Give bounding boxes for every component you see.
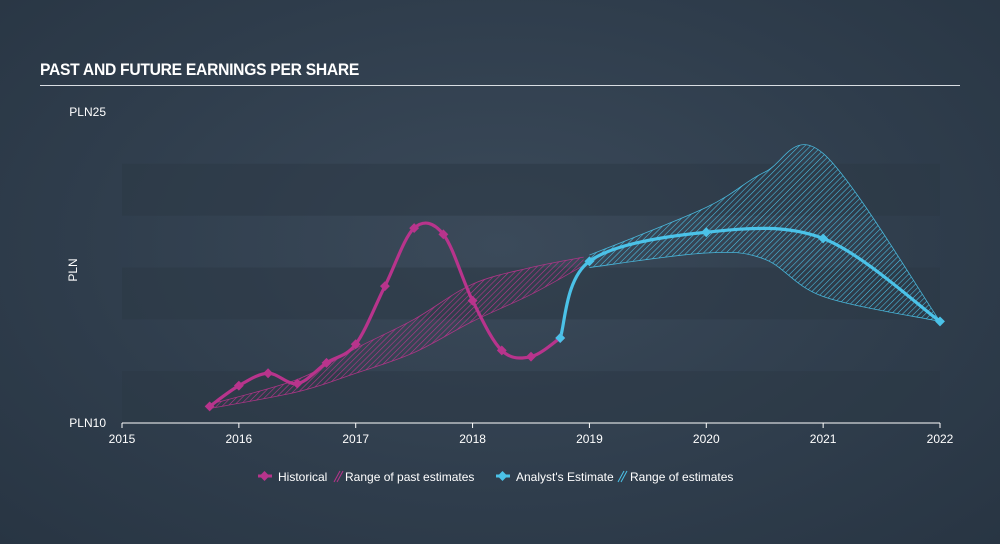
past-range-fill (209, 257, 584, 409)
y-tick-label: PLN10 (69, 416, 106, 430)
estimate-range-lower (589, 251, 941, 322)
x-tick-label: 2016 (226, 432, 253, 446)
y-axis-label: PLN (66, 258, 80, 281)
historical-point[interactable] (379, 281, 390, 292)
legend-historical-marker (259, 471, 270, 481)
estimate-point[interactable] (555, 333, 566, 343)
legend-estimate[interactable]: Analyst's Estimate (496, 470, 614, 484)
chart-title: PAST AND FUTURE EARNINGS PER SHARE (40, 60, 360, 79)
x-tick-label: 2017 (342, 432, 369, 446)
legend-historical-label: Historical (278, 470, 327, 484)
historical-point[interactable] (526, 351, 536, 362)
x-tick-label: 2019 (576, 432, 603, 446)
historical-point[interactable] (409, 223, 420, 234)
legend-estimate-label: Analyst's Estimate (516, 470, 614, 484)
historical-point[interactable] (438, 229, 449, 240)
historical-point[interactable] (263, 368, 274, 379)
legend-past-range-label: Range of past estimates (345, 470, 474, 484)
legend-estimate-range[interactable]: Range of estimates (617, 470, 733, 484)
historical-point[interactable] (350, 339, 361, 350)
x-tick-label: 2022 (927, 432, 954, 446)
y-tick-label: PLN25 (69, 105, 106, 119)
estimate-point[interactable] (584, 256, 595, 267)
past-range-lower (209, 265, 584, 409)
x-tick-label: 2018 (459, 432, 486, 446)
historical-point[interactable] (321, 357, 332, 368)
title-divider (40, 85, 960, 86)
historical-point[interactable] (496, 345, 507, 356)
x-axis: 2015 2016 2017 2018 2019 2020 2021 2022 (109, 422, 954, 446)
historical-point[interactable] (292, 378, 303, 389)
x-tick-label: 2020 (693, 432, 720, 446)
x-tick-label: 2021 (810, 432, 837, 446)
estimate-point[interactable] (818, 233, 829, 244)
legend-past-range[interactable]: Range of past estimates (333, 470, 474, 484)
historical-point[interactable] (233, 380, 244, 391)
estimate-point[interactable] (701, 227, 712, 238)
estimate-point[interactable] (935, 316, 945, 327)
legend-estimate-marker (497, 471, 508, 481)
estimate-range-areas (209, 144, 941, 409)
y-axis-ticks: PLN25 PLN10 (69, 105, 106, 430)
historical-point[interactable] (204, 401, 215, 412)
past-range-upper (209, 256, 584, 405)
estimate-range-upper (589, 144, 941, 322)
historical-point[interactable] (467, 295, 478, 306)
legend-estimate-range-label: Range of estimates (630, 470, 733, 484)
legend: Historical Range of past estimates Analy… (258, 470, 733, 484)
legend-historical[interactable]: Historical (258, 470, 327, 484)
series-points (204, 223, 945, 412)
x-tick-label: 2015 (109, 432, 136, 446)
